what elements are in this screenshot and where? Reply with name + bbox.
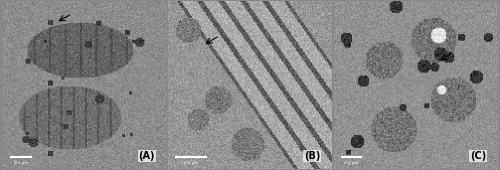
Text: 0.5 μm: 0.5 μm — [184, 161, 198, 165]
Text: (C): (C) — [470, 151, 486, 161]
Text: (B): (B) — [304, 151, 320, 161]
Text: 0.2 μm: 0.2 μm — [344, 161, 358, 165]
Text: 0.2 μm: 0.2 μm — [14, 161, 28, 165]
Text: (A): (A) — [138, 151, 155, 161]
